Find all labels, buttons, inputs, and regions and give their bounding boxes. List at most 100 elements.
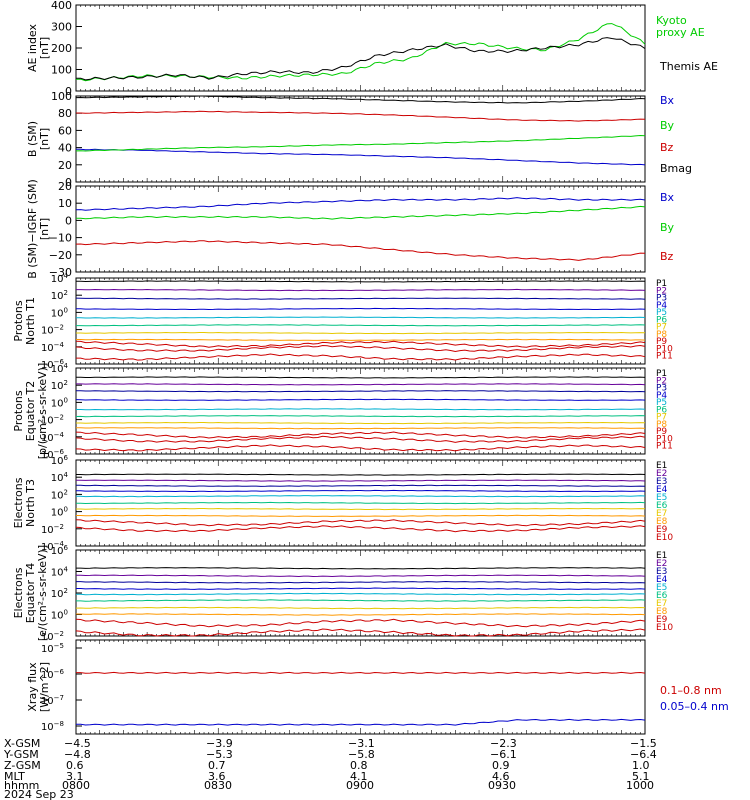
p6-ylabel-0: Electrons	[12, 567, 25, 618]
p3-channel-P5	[76, 316, 646, 319]
footer-xgsm-0: −4.5	[64, 737, 91, 750]
p5-channel-E8	[76, 514, 646, 518]
xray-legend-long: 0.1–0.8 nm	[660, 684, 722, 697]
p3-ytick-label: 104	[51, 272, 69, 285]
bsm-ytick-label: 100	[51, 90, 72, 103]
p3-legend-p6: P6	[656, 315, 667, 325]
p4-legend-p11: P11	[656, 442, 673, 452]
p5-ytick-label: 100	[51, 506, 68, 519]
bsm-ylabel-unit: [nT]	[38, 128, 51, 150]
p3-legend-p9: P9	[656, 337, 667, 347]
footer-hhmm-4: 1000	[626, 779, 654, 792]
footer-mlt-2: 4.1	[350, 770, 368, 783]
p6-channel-E7	[75, 606, 646, 610]
p4-legend-p9: P9	[656, 427, 667, 437]
footer-zgsm-2: 0.8	[350, 759, 368, 772]
bsm-ytick-label: 0	[65, 176, 72, 189]
bsm-legend-bz: Bz	[660, 141, 674, 154]
bsm-ytick-label: 80	[58, 107, 72, 120]
p5-ytick-label: 104	[51, 471, 69, 484]
p5-channel-E3	[76, 484, 646, 487]
bsm-line-0	[76, 148, 646, 166]
p3-channel-P1	[76, 280, 646, 283]
footer-label-ygsm: Y-GSM	[4, 748, 39, 761]
footer-hhmm-1: 0830	[204, 779, 232, 792]
footer-zgsm-4: 1.0	[632, 759, 650, 772]
bsm-legend-bx: Bx	[660, 94, 675, 107]
p4-ylabel-2: [p/(cm²-s-sr-keV)]	[36, 363, 49, 460]
footer-xgsm-4: −1.5	[630, 737, 657, 750]
panel-frame-2	[75, 185, 646, 273]
p4-ylabel-1: Equator T2	[24, 381, 37, 441]
p3-channel-P10	[75, 344, 646, 353]
p6-channel-E2	[76, 574, 646, 578]
footer-date: 2024 Sep 23	[4, 788, 74, 800]
digrf-ytick-label: −10	[49, 232, 72, 245]
p5-channel-E10	[75, 525, 646, 533]
panel-frame-3	[75, 277, 646, 365]
digrf-line-1	[75, 205, 646, 220]
footer-mlt-3: 4.6	[492, 770, 510, 783]
p5-legend-e6: E6	[656, 501, 668, 511]
p5-legend-e10: E10	[656, 533, 673, 543]
ae-ytick-label: 0	[65, 85, 72, 98]
p5-channel-E4	[76, 489, 646, 493]
p3-legend-p1: P1	[656, 279, 667, 289]
digrf-legend-bx: Bx	[660, 191, 675, 204]
p3-channel-P7	[76, 331, 646, 335]
p5-legend-e2: E2	[656, 469, 667, 479]
ae-line-1	[75, 37, 646, 81]
p3-legend-p8: P8	[656, 330, 667, 340]
digrf-ytick-label: −20	[49, 249, 72, 262]
p3-legend-p5: P5	[656, 308, 667, 318]
p4-channel-P6	[75, 415, 646, 418]
p6-ytick-label: 102	[51, 587, 68, 600]
xray-ylabel: Xray flux	[26, 662, 39, 712]
ae-legend-kyoto-1: Kyoto	[656, 14, 687, 27]
xray-line-1	[76, 718, 646, 726]
p6-channel-E4	[76, 587, 646, 590]
p4-channel-P4	[75, 398, 646, 401]
ae-ylabel-unit: [nT]	[38, 37, 51, 59]
p3-legend-p10: P10	[656, 344, 673, 354]
p4-legend-p4: P4	[656, 391, 667, 401]
p6-legend-e9: E9	[656, 615, 668, 625]
footer-hhmm-0: 0800	[62, 779, 90, 792]
p5-legend-e7: E7	[656, 509, 667, 519]
p6-legend-e2: E2	[656, 559, 667, 569]
footer-zgsm-3: 0.9	[492, 759, 510, 772]
p3-ylabel-1: North T1	[24, 297, 37, 345]
p5-ytick-label: 106	[51, 454, 69, 467]
p3-ytick-label: 100	[51, 306, 68, 319]
footer-mlt-1: 3.6	[208, 770, 226, 783]
p4-ytick-label: 100	[51, 396, 68, 409]
p6-ytick-label: 10−2	[41, 630, 64, 643]
p4-ylabel-0: Protons	[12, 390, 25, 431]
footer-label-mlt: MLT	[4, 770, 25, 783]
p3-channel-P4	[76, 307, 646, 311]
bsm-ytick-label: 40	[58, 142, 72, 155]
p4-channel-P5	[76, 408, 646, 411]
footer-label-xgsm: X-GSM	[4, 737, 41, 750]
p6-channel-E10	[75, 628, 646, 637]
bsm-line-1	[75, 134, 646, 152]
footer-ygsm-4: −6.4	[630, 748, 657, 761]
p5-channel-E7	[76, 507, 646, 511]
p5-legend-e9: E9	[656, 525, 668, 535]
digrf-line-0	[75, 197, 646, 211]
digrf-legend-by: By	[660, 221, 675, 234]
p5-channel-E2	[76, 479, 646, 482]
digrf-ytick-label: 0	[65, 214, 72, 227]
p4-channel-P8	[76, 427, 646, 430]
p3-ylabel-0: Protons	[12, 300, 25, 341]
digrf-ylabel-unit: [nT]	[38, 218, 51, 240]
footer-hhmm-2: 0900	[346, 779, 374, 792]
p6-ytick-label: 106	[51, 544, 69, 557]
p4-channel-P9	[75, 431, 646, 439]
footer-mlt-4: 5.1	[632, 770, 650, 783]
bsm-legend-by: By	[660, 119, 675, 132]
ae-legend-themis: Themis AE	[659, 60, 718, 73]
p5-channel-E5	[76, 495, 646, 498]
p3-ytick-label: 10−4	[41, 341, 65, 354]
